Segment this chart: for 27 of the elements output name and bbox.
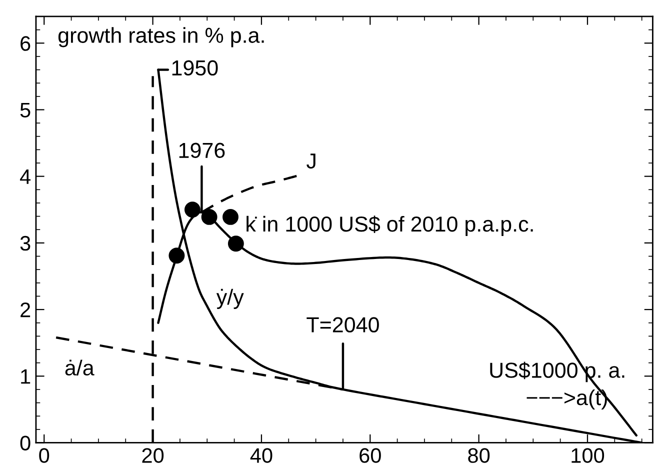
annotation: T=2040: [306, 317, 379, 332]
x-tick-label: 80: [468, 448, 490, 463]
annotation: 1950: [172, 60, 218, 76]
annotation: k̇ in 1000 US$ of 2010 p.a.p.c.: [246, 216, 533, 236]
y-tick-label: 4: [20, 170, 30, 184]
annotation: growth rates in % p.a.: [58, 27, 264, 48]
point: [168, 248, 185, 264]
annotation: ẏ/y: [216, 288, 244, 309]
annotation: ȧ/a: [65, 360, 94, 376]
x-tick-label: 100: [572, 448, 604, 463]
x-tick-label: 20: [142, 448, 164, 463]
annotation: −−−>a(t): [526, 389, 607, 410]
y-tick-label: 6: [20, 36, 30, 51]
y-tick-label: 3: [20, 236, 30, 251]
x-tick-label: 40: [250, 448, 272, 463]
y-tick-label: 1: [21, 369, 30, 384]
annotation: 1976: [179, 142, 225, 158]
point: [222, 208, 238, 225]
y-tick-label: 0: [20, 436, 30, 450]
x-tick-label: 0: [39, 448, 50, 463]
y-tick-label: 2: [20, 302, 30, 318]
annotation: J: [306, 154, 316, 169]
point: [184, 202, 200, 218]
point: [228, 236, 244, 252]
y-tick-label: 5: [20, 102, 30, 118]
point: [201, 208, 218, 225]
x-tick-label: 60: [360, 448, 381, 463]
